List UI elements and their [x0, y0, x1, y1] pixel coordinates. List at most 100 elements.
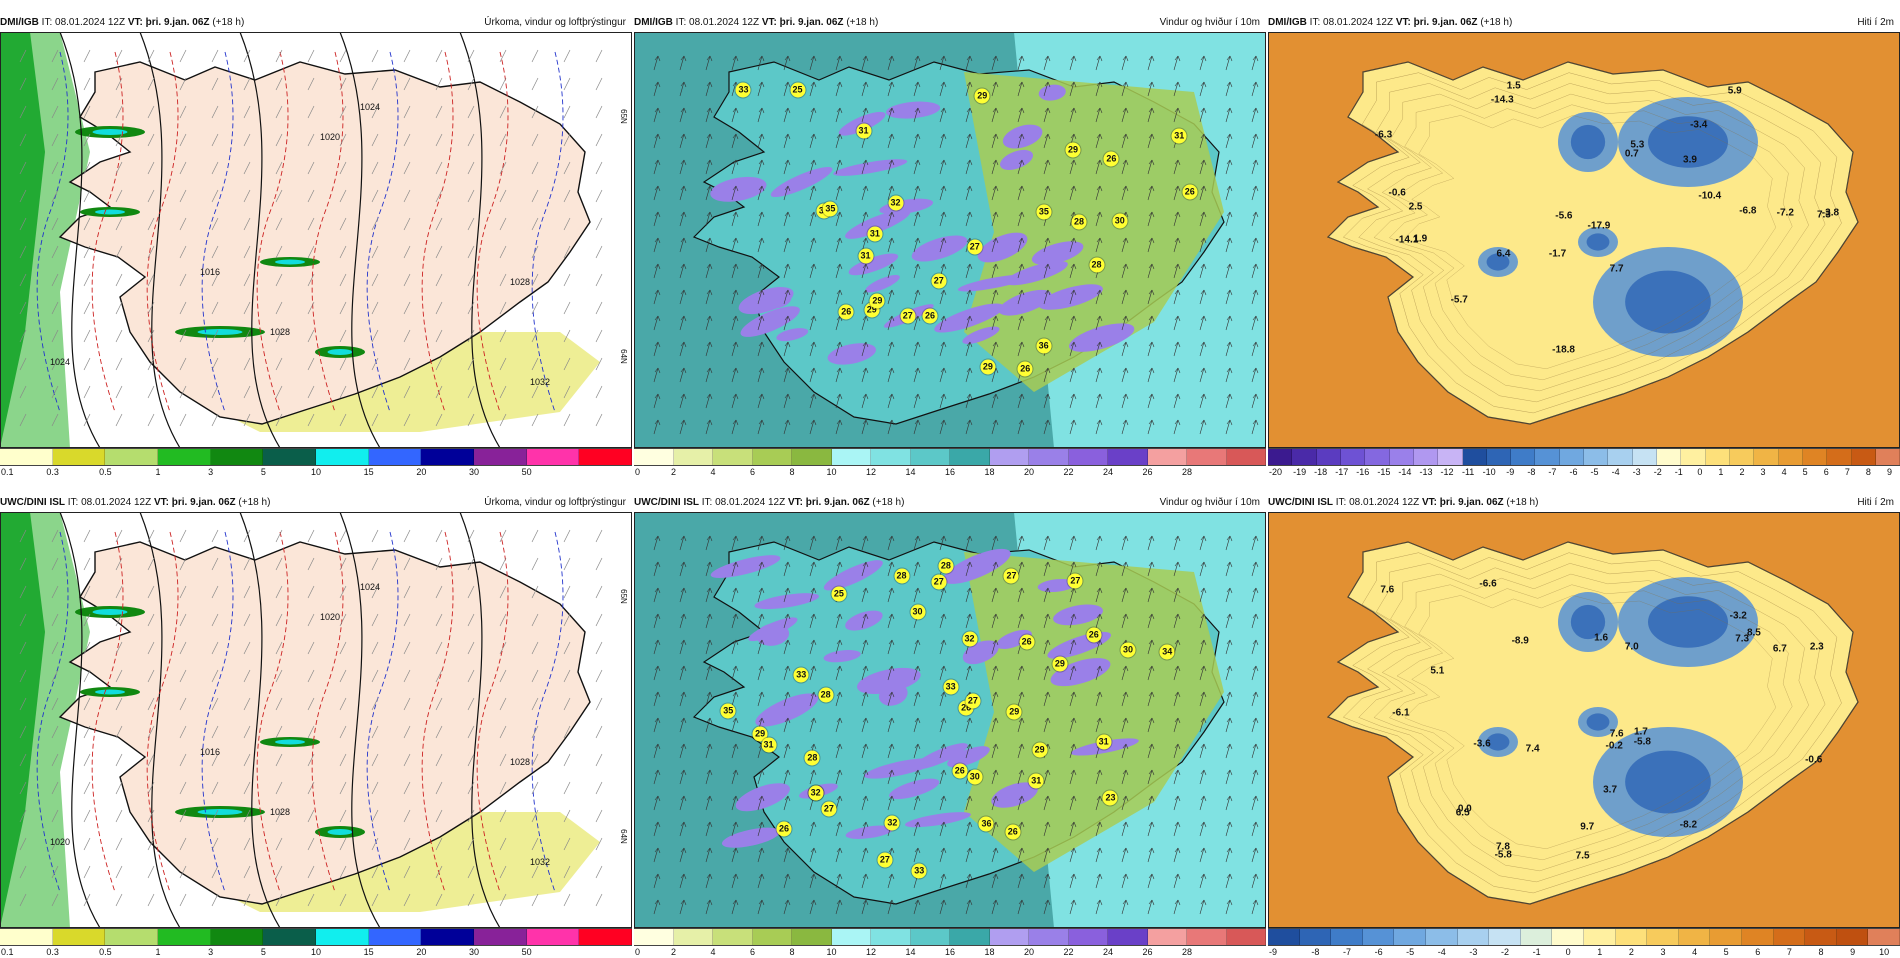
colorbar-tick-label: 3	[208, 467, 214, 477]
wind-barb	[83, 273, 91, 287]
gust-label: 36	[978, 816, 994, 832]
wind-arrow	[913, 237, 921, 253]
wind-arrow	[887, 613, 895, 629]
wind-barb	[83, 413, 91, 427]
wind-barb	[275, 837, 283, 851]
wind-barb	[435, 837, 443, 851]
wind-barb	[51, 49, 59, 63]
colorbar-swatch	[752, 929, 792, 945]
wind-arrow	[1251, 821, 1259, 837]
wind-arrow	[991, 691, 999, 707]
colorbar-swatch	[0, 929, 53, 945]
wind-barb	[19, 49, 27, 63]
wind-barb	[115, 385, 123, 399]
wind-barb	[499, 77, 507, 91]
wind-arrow	[1017, 419, 1025, 435]
wind-barb	[147, 697, 155, 711]
wind-barb	[19, 893, 27, 907]
wind-barb	[531, 385, 539, 399]
wind-arrow	[835, 55, 843, 71]
colorbar-tick-label: 3	[1660, 947, 1666, 957]
colorbar-tick-label: 20	[1023, 947, 1035, 957]
gust-label: 26	[1017, 361, 1033, 377]
colorbar-swatch	[792, 449, 832, 465]
wind-arrow	[1069, 159, 1077, 175]
gust-label: 27	[900, 308, 916, 324]
wind-arrow	[939, 211, 947, 227]
wind-arrow	[1147, 899, 1155, 915]
wind-barb	[243, 273, 251, 287]
map-svg	[0, 512, 632, 928]
isotherm	[1373, 93, 1809, 392]
wind-arrow	[653, 107, 661, 123]
wind-arrow	[939, 769, 947, 785]
wind-barb	[307, 189, 315, 203]
wind-barb	[179, 385, 187, 399]
wind-arrow	[809, 821, 817, 837]
colorbar-swatch	[989, 449, 1029, 465]
wind-barb	[307, 669, 315, 683]
colorbar-swatch	[1647, 929, 1679, 945]
wind-arrow	[835, 873, 843, 889]
gust-label: 26	[1086, 627, 1102, 643]
wind-barb	[435, 753, 443, 767]
colorbar-swatch	[1552, 929, 1584, 945]
wind-barb	[19, 865, 27, 879]
wind-arrow	[1147, 211, 1155, 227]
wind-barb	[371, 49, 379, 63]
colorbar-tick-label: 9	[1850, 947, 1856, 957]
wind-barb	[307, 77, 315, 91]
wind-barb	[275, 357, 283, 371]
isobar	[459, 32, 501, 448]
wind-barb	[179, 273, 187, 287]
wind-arrow	[965, 419, 973, 435]
temperature-value: -5.8	[1633, 736, 1651, 748]
wind-barb	[179, 585, 187, 599]
wind-barb	[115, 669, 123, 683]
gust-label: 33	[911, 863, 927, 879]
wind-arrow	[653, 315, 661, 331]
wind-arrow	[783, 289, 791, 305]
map-panel-precip: UWC/DINI ISL IT: 08.01.2024 12Z VT: þri.…	[0, 494, 633, 957]
gust-label: 27	[821, 801, 837, 817]
wind-arrow	[1121, 769, 1129, 785]
wind-barb	[435, 217, 443, 231]
wind-arrow	[783, 341, 791, 357]
wind-arrow	[1147, 55, 1155, 71]
wind-arrow	[783, 263, 791, 279]
wind-arrow	[939, 691, 947, 707]
colorbar-swatch	[1292, 449, 1317, 465]
wind-arrow	[679, 821, 687, 837]
colorbar-swatch	[1187, 929, 1227, 945]
wind-barb	[115, 529, 123, 543]
wind-barb	[211, 753, 219, 767]
wind-arrow	[1225, 769, 1233, 785]
wind-barb	[19, 529, 27, 543]
gust-area	[962, 326, 1000, 344]
wind-barb	[307, 217, 315, 231]
wind-arrow	[887, 691, 895, 707]
wind-arrow	[965, 613, 973, 629]
wind-arrow	[991, 107, 999, 123]
wind-barb	[435, 865, 443, 879]
colorbar-swatch	[105, 449, 159, 465]
gust-label: 33	[943, 679, 959, 695]
colorbar-tick-label: 0	[1697, 467, 1703, 477]
temperature-value: 1.9	[1413, 233, 1428, 245]
wind-arrow	[1095, 795, 1103, 811]
wind-arrow	[835, 665, 843, 681]
wind-arrow	[835, 211, 843, 227]
wind-barb	[339, 557, 347, 571]
colorbar-tick-label: 5	[260, 467, 266, 477]
wind-barb	[563, 697, 571, 711]
colorbar-swatch	[871, 449, 911, 465]
wind-barb	[211, 49, 219, 63]
gust-label: 27	[1067, 573, 1083, 589]
colorbar-tick-label: 50	[521, 467, 532, 477]
gust-area	[776, 328, 809, 342]
wind-arrow	[1017, 133, 1025, 149]
temperature-value: -8.9	[1511, 635, 1529, 647]
wind-arrow	[835, 691, 843, 707]
wind-arrow	[809, 159, 817, 175]
wind-arrow	[1225, 691, 1233, 707]
